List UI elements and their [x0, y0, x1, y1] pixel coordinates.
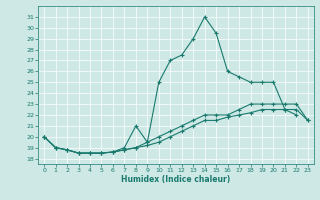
X-axis label: Humidex (Indice chaleur): Humidex (Indice chaleur) — [121, 175, 231, 184]
